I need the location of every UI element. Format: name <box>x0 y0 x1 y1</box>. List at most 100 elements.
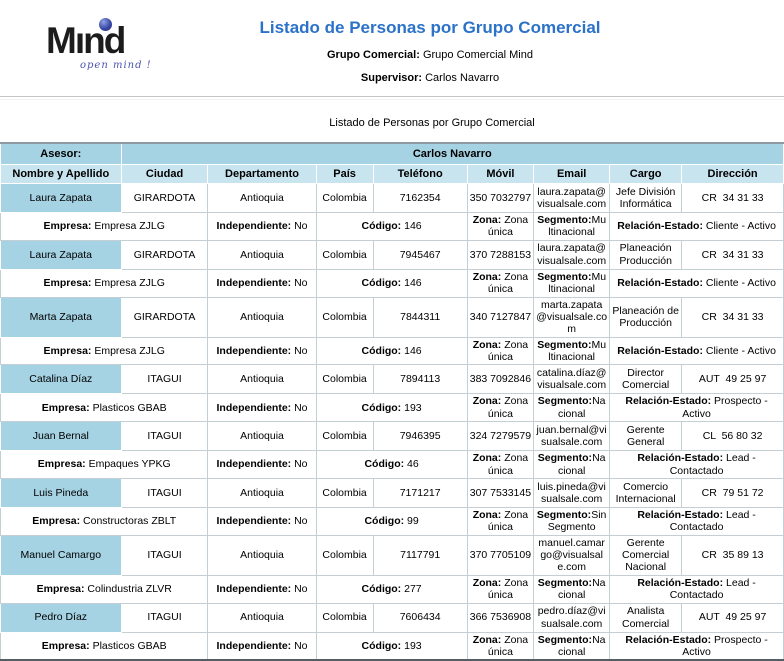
cell-movil: 350 7032797 <box>466 183 535 213</box>
cell-segmento: Segmento:Nacional <box>533 574 611 604</box>
cell-departamento: Antioquia <box>207 183 317 213</box>
cell-pais: Colombia <box>315 364 374 395</box>
cell-independiente: Independiente: No <box>207 631 317 661</box>
cell-direccion: CR 34 31 33 <box>681 239 784 270</box>
supervisor-label: Supervisor: <box>360 72 423 84</box>
cell-ciudad: ITAGUI <box>120 364 209 395</box>
cell-relacion-estado: Relación-Estado: Prospecto - Activo <box>609 631 784 661</box>
asesor-row: Asesor: Carlos Navarro <box>0 142 784 165</box>
column-header-email: Email <box>533 164 611 184</box>
person-row: Manuel Camargo ITAGUI Antioquia Colombia… <box>0 534 784 576</box>
cell-empresa: Empresa: Empresa ZJLG <box>0 268 209 298</box>
cell-ciudad: ITAGUI <box>120 421 209 452</box>
cell-nombre: Catalina Díaz <box>0 364 122 395</box>
column-header-cargo: Cargo <box>609 164 683 184</box>
cell-email: manuel.camargo@visualsale.com <box>533 534 611 576</box>
cell-nombre: Laura Zapata <box>0 183 122 213</box>
cell-codigo: Código: 146 <box>315 336 468 366</box>
cell-pais: Colombia <box>315 296 374 338</box>
asesor-label: Asesor: <box>0 142 122 165</box>
cell-zona: Zona: Zona única <box>466 336 535 366</box>
cell-cargo: Jefe División Informática <box>609 183 683 213</box>
cell-cargo: Planeación de Producción <box>609 296 683 338</box>
column-header-movil: Móvil <box>466 164 535 184</box>
cell-ciudad: GIRARDOTA <box>120 296 209 338</box>
cell-codigo: Código: 146 <box>315 212 468 241</box>
person-subrow: Empresa: Plasticos GBAB Independiente: N… <box>0 631 784 661</box>
cell-segmento: Segmento:Nacional <box>533 631 611 661</box>
cell-ciudad: GIRARDOTA <box>120 183 209 213</box>
cell-segmento: Segmento:Multinacional <box>533 336 611 366</box>
asesor-value: Carlos Navarro <box>120 142 784 165</box>
cell-codigo: Código: 193 <box>315 631 468 661</box>
cell-movil: 366 7536908 <box>466 602 535 633</box>
cell-departamento: Antioquia <box>207 296 317 338</box>
cell-relacion-estado: Relación-Estado: Cliente - Activo <box>609 268 784 298</box>
cell-movil: 307 7533145 <box>466 477 535 508</box>
cell-pais: Colombia <box>315 183 374 213</box>
cell-ciudad: ITAGUI <box>120 602 209 633</box>
cell-nombre: Laura Zapata <box>0 239 122 270</box>
cell-relacion-estado: Relación-Estado: Lead - Contactado <box>609 506 784 536</box>
cell-relacion-estado: Relación-Estado: Lead - Contactado <box>609 574 784 604</box>
mind-logo: Mınd open mind ! <box>46 18 176 71</box>
cell-zona: Zona: Zona única <box>466 574 535 604</box>
cell-telefono: 7171217 <box>372 477 468 508</box>
cell-segmento: Segmento:Sin Segmento <box>533 506 611 536</box>
page-title: Listado de Personas por Grupo Comercial <box>259 18 601 37</box>
column-header-ciudad: Ciudad <box>120 164 209 184</box>
cell-telefono: 7945467 <box>372 239 468 270</box>
persons-table: Asesor: Carlos Navarro Nombre y Apellido… <box>0 142 784 661</box>
cell-email: pedro.díaz@visualsale.com <box>533 602 611 633</box>
cell-empresa: Empresa: Empresa ZJLG <box>0 336 209 366</box>
cell-codigo: Código: 146 <box>315 268 468 298</box>
cell-pais: Colombia <box>315 534 374 576</box>
grupo-comercial-label: Grupo Comercial: <box>326 49 420 61</box>
cell-ciudad: ITAGUI <box>120 534 209 576</box>
cell-zona: Zona: Zona única <box>466 393 535 423</box>
cell-email: catalina.díaz@visualsale.com <box>533 364 611 395</box>
report-header: Mınd open mind ! Listado de Personas por… <box>0 0 784 96</box>
column-header-pais: País <box>315 164 374 184</box>
cell-direccion: CL 56 80 32 <box>681 421 784 452</box>
person-subrow: Empresa: Empaques YPKG Independiente: No… <box>0 450 784 479</box>
header-divider <box>0 96 784 100</box>
cell-direccion: CR 34 31 33 <box>681 183 784 213</box>
cell-relacion-estado: Relación-Estado: Cliente - Activo <box>609 336 784 366</box>
cell-email: juan.bernal@visualsale.com <box>533 421 611 452</box>
cell-email: luis.pineda@visualsale.com <box>533 477 611 508</box>
cell-email: laura.zapata@visualsale.com <box>533 239 611 270</box>
cell-independiente: Independiente: No <box>207 393 317 423</box>
cell-cargo: Analista Comercial <box>609 602 683 633</box>
cell-segmento: Segmento:Nacional <box>533 393 611 423</box>
cell-telefono: 7606434 <box>372 602 468 633</box>
cell-segmento: Segmento:Nacional <box>533 450 611 479</box>
cell-movil: 340 7127847 <box>466 296 535 338</box>
cell-relacion-estado: Relación-Estado: Cliente - Activo <box>609 212 784 241</box>
cell-zona: Zona: Zona única <box>466 506 535 536</box>
person-row: Catalina Díaz ITAGUI Antioquia Colombia … <box>0 364 784 395</box>
person-subrow: Empresa: Empresa ZJLG Independiente: No … <box>0 268 784 298</box>
logo-tagline: open mind ! <box>80 60 152 71</box>
cell-empresa: Empresa: Constructoras ZBLT <box>0 506 209 536</box>
cell-zona: Zona: Zona única <box>466 631 535 661</box>
cell-independiente: Independiente: No <box>207 212 317 241</box>
cell-telefono: 7844311 <box>372 296 468 338</box>
cell-ciudad: GIRARDOTA <box>120 239 209 270</box>
grupo-comercial-value: Grupo Comercial Mind <box>422 49 533 61</box>
cell-nombre: Manuel Camargo <box>0 534 122 576</box>
cell-telefono: 7946395 <box>372 421 468 452</box>
header-text: Listado de Personas por Grupo Comercial … <box>76 18 784 84</box>
person-row: Juan Bernal ITAGUI Antioquia Colombia 79… <box>0 421 784 452</box>
cell-nombre: Pedro Díaz <box>0 602 122 633</box>
cell-departamento: Antioquia <box>207 364 317 395</box>
cell-direccion: AUT 49 25 97 <box>681 364 784 395</box>
cell-direccion: AUT 49 25 97 <box>681 602 784 633</box>
cell-segmento: Segmento:Multinacional <box>533 212 611 241</box>
cell-independiente: Independiente: No <box>207 450 317 479</box>
cell-pais: Colombia <box>315 421 374 452</box>
cell-direccion: CR 34 31 33 <box>681 296 784 338</box>
cell-cargo: Gerente Comercial Nacional <box>609 534 683 576</box>
cell-empresa: Empresa: Colindustria ZLVR <box>0 574 209 604</box>
cell-email: laura.zapata@visualsale.com <box>533 183 611 213</box>
